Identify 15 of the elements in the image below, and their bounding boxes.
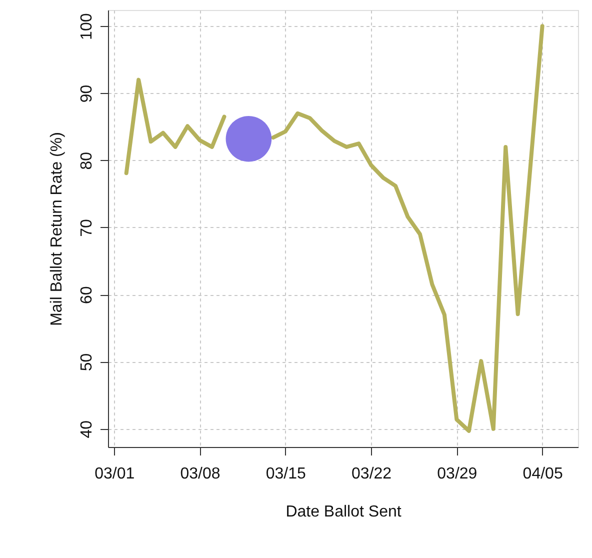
y-tick-label: 60 <box>78 286 96 304</box>
x-tick-label: 03/22 <box>352 466 392 482</box>
x-tick-label: 04/05 <box>522 466 563 482</box>
x-tick-label: 03/01 <box>94 466 135 482</box>
y-axis-title: Mail Ballot Return Rate (%) <box>48 132 66 326</box>
x-tick-label: 03/08 <box>180 466 220 482</box>
y-tick-label: 90 <box>78 84 96 103</box>
x-tick-label: 03/29 <box>437 466 478 482</box>
x-tick-label: 03/15 <box>266 466 306 482</box>
y-tick-label: 70 <box>78 218 96 237</box>
y-tick-label: 50 <box>78 353 96 372</box>
y-tick-label: 80 <box>78 152 96 170</box>
y-tick-label: 100 <box>78 13 96 40</box>
y-tick-label: 40 <box>78 420 96 438</box>
x-axis-title: Date Ballot Sent <box>286 504 402 520</box>
